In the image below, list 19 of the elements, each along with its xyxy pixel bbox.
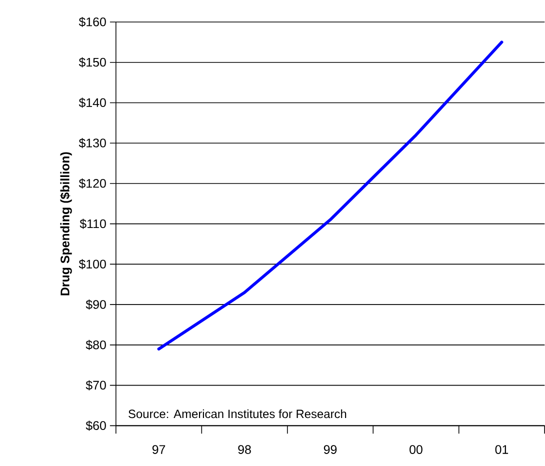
line-series xyxy=(157,40,504,351)
x-tick-label: 99 xyxy=(324,445,337,454)
annotation: Source: American Institutes for Research xyxy=(128,410,346,418)
y-tick-label: $150 xyxy=(78,57,106,68)
y-tick-label: $100 xyxy=(78,259,106,270)
y-tick-label: $70 xyxy=(86,380,106,391)
y-axis-title: Drug Spending ($billion) xyxy=(60,152,72,296)
x-tick-label: 98 xyxy=(238,445,251,454)
y-tick-label: $60 xyxy=(86,420,106,431)
y-tick-label: $130 xyxy=(78,138,106,148)
x-tick-label: 97 xyxy=(152,445,166,454)
x-tick-label: 01 xyxy=(495,445,508,454)
y-tick-label: $160 xyxy=(78,17,106,28)
y-tick-label: $80 xyxy=(86,340,106,350)
y-tick-label: $110 xyxy=(80,218,106,230)
y-tick-label: $140 xyxy=(78,98,106,108)
x-tick-label: 00 xyxy=(410,445,422,454)
y-tick-label: $120 xyxy=(78,178,106,189)
y-tick-label: $90 xyxy=(86,300,106,310)
